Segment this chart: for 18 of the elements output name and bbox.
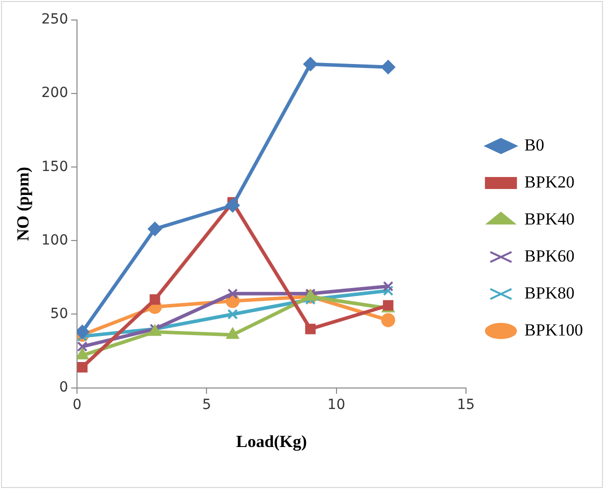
x-tick-label: 5 — [202, 396, 212, 413]
x-tick-label: 0 — [72, 396, 82, 413]
legend-label: BPK20 — [524, 172, 575, 192]
x-tick-label: 10 — [327, 396, 346, 413]
legend-label: B0 — [524, 135, 544, 154]
legend-label: BPK80 — [524, 283, 575, 302]
y-tick-label: 100 — [41, 232, 68, 248]
y-tick-label: 200 — [41, 85, 68, 102]
x-axis-title: Load(Kg) — [236, 432, 307, 452]
legend-label: BPK40 — [524, 209, 575, 228]
y-axis-title: NO (ppm) — [14, 166, 33, 241]
legend-label: BPK100 — [524, 320, 584, 340]
y-tick-label: 0 — [59, 379, 68, 396]
y-tick-label: 150 — [41, 158, 68, 175]
y-tick-label: 50 — [50, 306, 68, 322]
legend-label: BPK60 — [524, 246, 575, 266]
y-tick-label: 250 — [41, 12, 68, 28]
x-tick-label: 15 — [457, 396, 475, 413]
